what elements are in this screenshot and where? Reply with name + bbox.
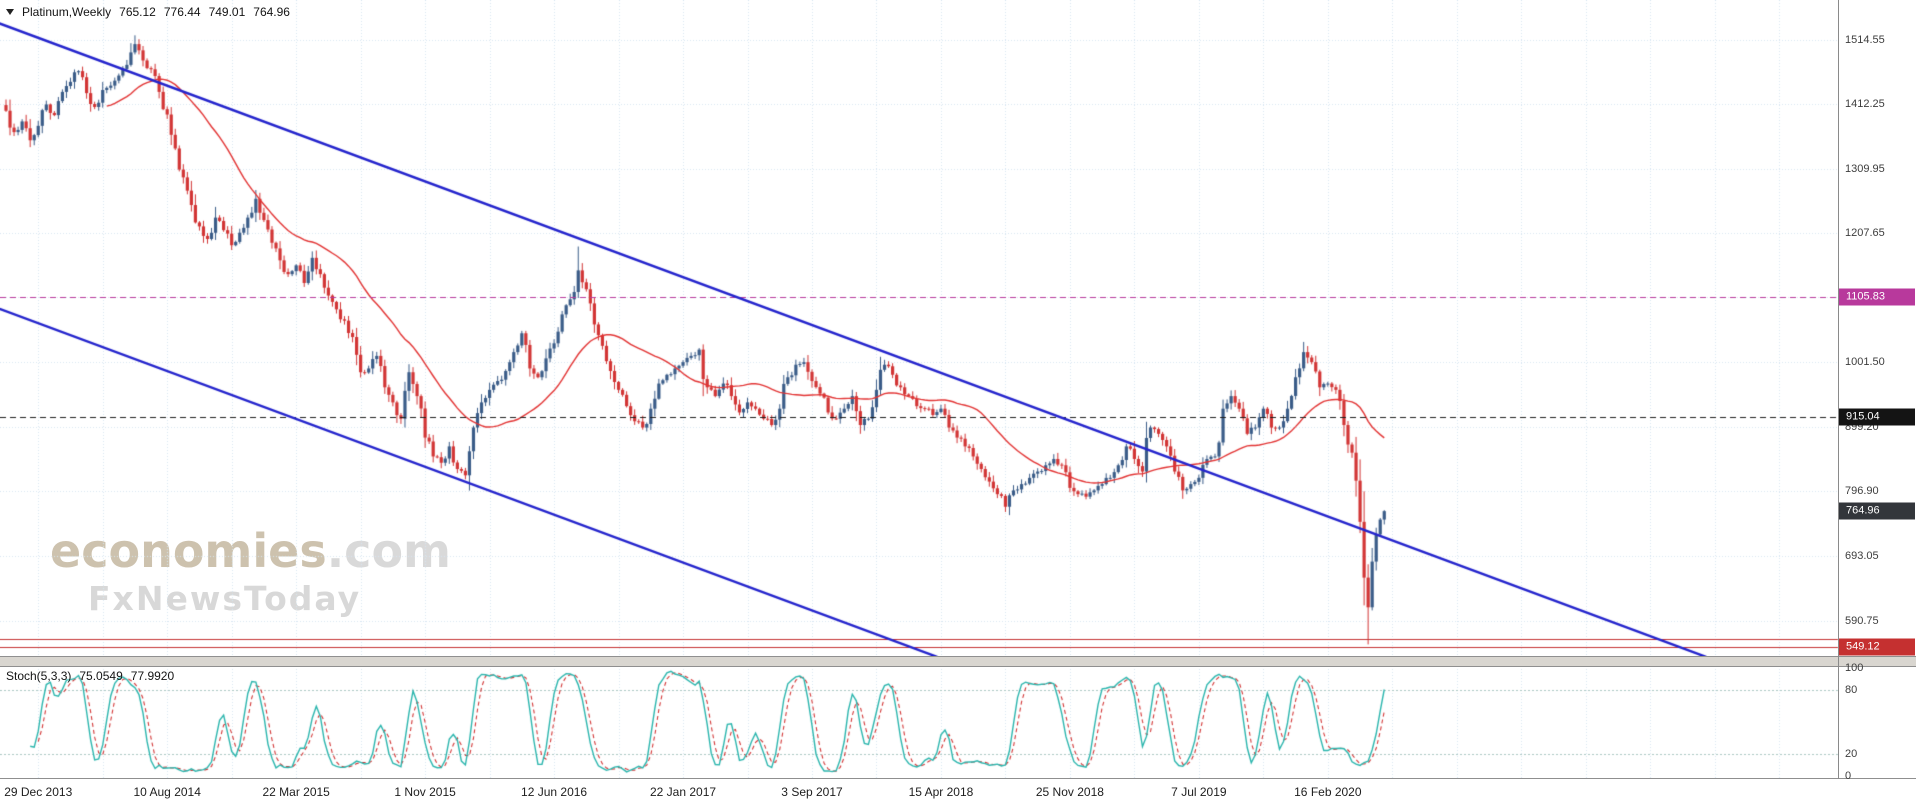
symbol-marker-icon	[6, 9, 14, 15]
low-value: 749.01	[208, 5, 246, 19]
indicator-header: Stoch(5,3,3) 75.0549 77.9920	[6, 669, 174, 683]
time-axis-label: 7 Jul 2019	[1171, 785, 1227, 799]
open-value: 765.12	[119, 5, 156, 19]
time-axis: 29 Dec 2013 10 Aug 2014 22 Mar 2015 1 Nov 2…	[0, 783, 1838, 805]
time-axis-label: 1 Nov 2015	[394, 785, 456, 799]
close-value: 764.96	[253, 5, 290, 19]
time-axis-label: 22 Jan 2017	[650, 785, 717, 799]
time-axis-label: 15 Apr 2018	[908, 785, 974, 799]
time-axis-label: 22 Mar 2015	[262, 785, 330, 799]
time-axis-label: 29 Dec 2013	[4, 785, 73, 799]
indicator-panel-bottom-border	[0, 778, 1916, 779]
time-axis-label: 3 Sep 2017	[781, 785, 843, 799]
time-axis-label: 10 Aug 2014	[133, 785, 201, 799]
chart-ohlc-header: Platinum,Weekly 765.12 776.44 749.01 764…	[6, 5, 290, 19]
time-axis-label: 12 Jun 2016	[521, 785, 588, 799]
high-value: 776.44	[163, 5, 201, 19]
indicator-main-value: 75.0549	[79, 669, 123, 683]
indicator-signal-value: 77.9920	[130, 669, 175, 683]
indicator-name: Stoch(5,3,3)	[6, 669, 72, 683]
panel-splitter[interactable]	[0, 656, 1916, 667]
price-axis-border	[1838, 0, 1839, 779]
time-axis-label: 16 Feb 2020	[1294, 785, 1362, 799]
time-axis-label: 25 Nov 2018	[1035, 785, 1104, 799]
symbol-name: Platinum,Weekly	[22, 5, 112, 19]
